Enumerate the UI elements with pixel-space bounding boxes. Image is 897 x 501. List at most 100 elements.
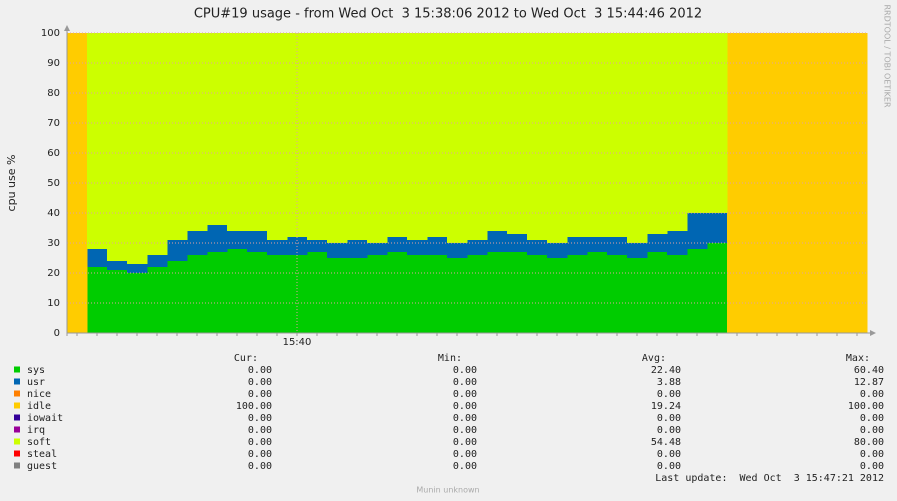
area-segment [467,240,488,255]
y-tick-label: 70 [47,118,60,129]
legend-value: 0.00 [453,401,477,412]
legend-header: Avg: [642,353,666,364]
area-segment [447,258,468,333]
area-segment [507,252,528,333]
area-segment [627,258,648,333]
area-segment [107,261,128,270]
area-segment [127,33,148,264]
area-segment [487,33,508,231]
legend-value: 0.00 [860,425,884,436]
area-segment [427,237,448,255]
area-segment [347,258,368,333]
legend-value: 0.00 [453,425,477,436]
area-segment [527,240,548,255]
legend-value: 0.00 [657,425,681,436]
area-segment [487,252,508,333]
area-segment [87,249,108,267]
area-segment [387,252,408,333]
y-tick-label: 10 [47,298,60,309]
legend-value: 0.00 [860,449,884,460]
area-segment [167,33,188,240]
area-segment [607,33,628,237]
legend-header: Cur: [234,353,258,364]
legend-value: 22.40 [651,365,681,376]
area-segment [207,252,228,333]
grid [67,32,867,333]
legend-value: 3.88 [657,377,681,388]
area-segment [307,240,328,252]
legend-value: 0.00 [248,389,272,400]
area-segment [347,33,368,240]
area-segment [187,231,208,255]
area-segment [327,258,348,333]
legend-label: sys [27,365,45,376]
area-segment [87,33,108,249]
area-segment [687,249,708,333]
area-segment [667,33,688,231]
area-segment [427,255,448,333]
legend-swatch [14,366,20,373]
legend-value: 0.00 [657,389,681,400]
legend-value: 0.00 [860,461,884,472]
legend-label: steal [27,449,57,460]
legend-value: 0.00 [453,413,477,424]
area-segment [267,255,288,333]
area-segment [607,237,628,255]
area-segment [667,231,688,255]
legend-label: guest [27,461,57,472]
legend-swatch [14,426,20,433]
legend-value: 100.00 [236,401,272,412]
area-segment [587,237,608,252]
y-tick-label: 100 [41,28,60,39]
area-segment [167,240,188,261]
area-segment [447,243,468,258]
legend-value: 0.00 [453,365,477,376]
legend-label: iowait [27,413,63,424]
area-segment [207,33,228,225]
area-segment [167,261,188,333]
legend-value: 12.87 [854,377,884,388]
area-segment [67,33,88,333]
area-segment [147,33,168,255]
area-segment [107,270,128,333]
area-segment [427,33,448,237]
legend-value: 0.00 [860,389,884,400]
chart-title: CPU#19 usage - from Wed Oct 3 15:38:06 2… [194,7,702,22]
area-segment [327,243,348,258]
area-segment [127,273,148,333]
area-segment [267,240,288,255]
area-segment [847,33,868,333]
area-segment [247,33,268,231]
y-tick-label: 30 [47,238,60,249]
legend-swatch [14,438,20,445]
area-segment [227,249,248,333]
area-segment [227,231,248,249]
area-segment [387,33,408,237]
area-segment [467,33,488,240]
legend-value: 80.00 [854,437,884,448]
legend-label: usr [27,377,45,388]
area-segment [327,33,348,243]
y-axis-label: cpu use % [5,155,18,212]
area-segment [587,252,608,333]
area-segment [527,255,548,333]
area-segment [507,33,528,234]
legend-value: 0.00 [657,461,681,472]
area-segment [367,243,388,255]
legend-value: 0.00 [453,377,477,388]
area-segment [527,33,548,240]
area-segment [187,33,208,231]
area-segment [407,255,428,333]
legend-value: 19.24 [651,401,681,412]
y-tick-label: 40 [47,208,60,219]
area-segment [547,33,568,243]
legend-value: 0.00 [860,413,884,424]
area-segment [107,33,128,261]
area-segment [147,255,168,267]
area-segment [567,33,588,237]
legend-value: 0.00 [453,461,477,472]
last-update: Last update: Wed Oct 3 15:47:21 2012 [655,473,884,484]
area-segment [127,264,148,273]
area-segment [247,252,268,333]
